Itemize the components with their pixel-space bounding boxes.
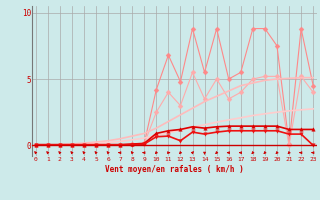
X-axis label: Vent moyen/en rafales ( km/h ): Vent moyen/en rafales ( km/h ) bbox=[105, 165, 244, 174]
